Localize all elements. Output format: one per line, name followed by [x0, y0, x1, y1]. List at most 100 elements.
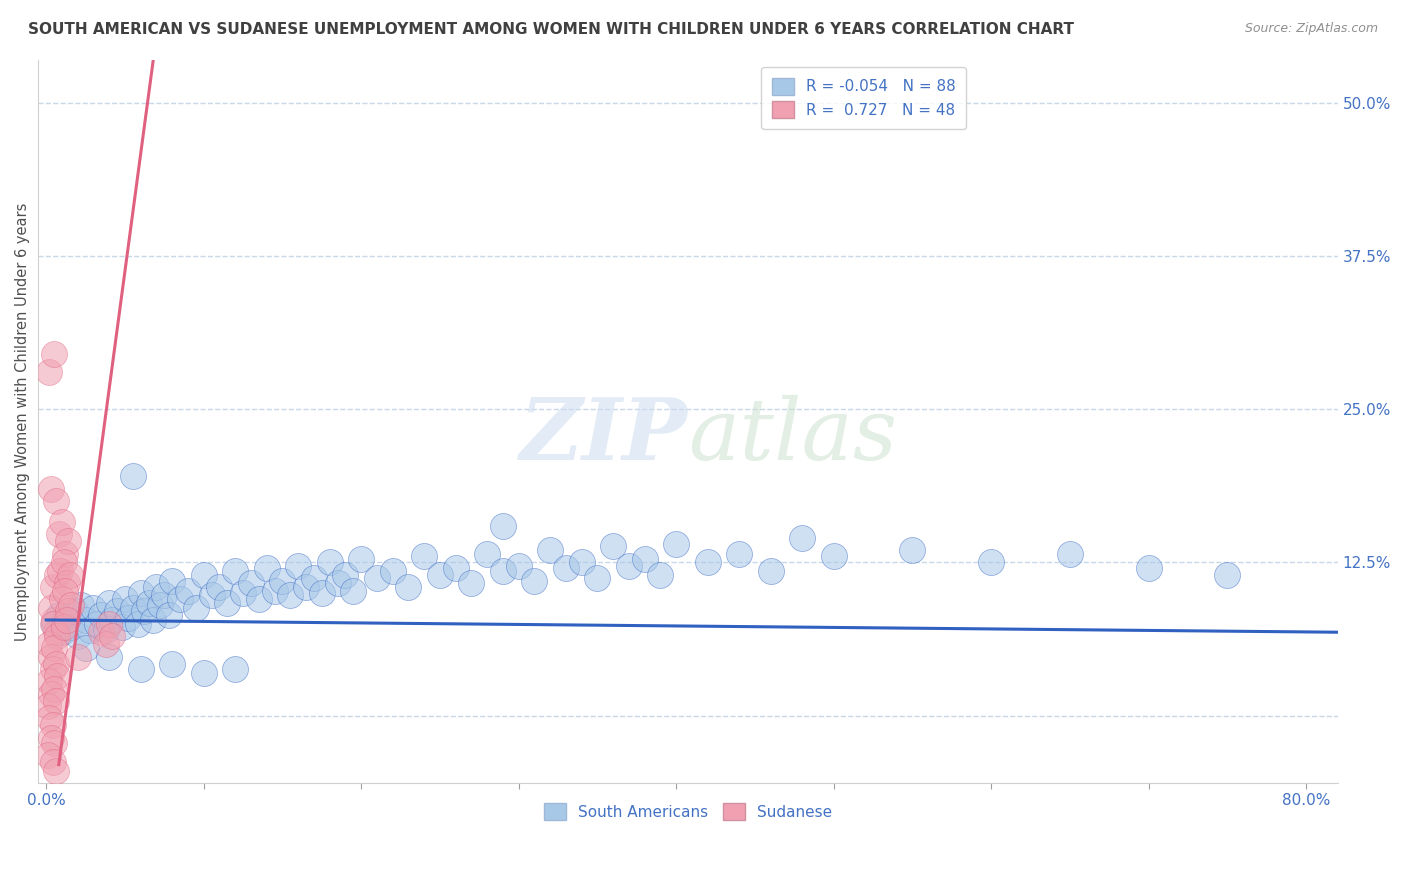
- Point: [169, 592, 191, 607]
- Point: [53, 583, 76, 598]
- Point: [121, 600, 143, 615]
- Point: [41, 580, 63, 594]
- Point: [823, 549, 845, 564]
- Point: [38, 711, 60, 725]
- Point: [477, 547, 499, 561]
- Point: [728, 547, 751, 561]
- Point: [82, 600, 104, 615]
- Point: [114, 592, 136, 607]
- Point: [58, 534, 80, 549]
- Point: [224, 564, 246, 578]
- Point: [121, 469, 143, 483]
- Point: [75, 613, 97, 627]
- Point: [38, 674, 60, 689]
- Point: [413, 549, 436, 564]
- Point: [38, 638, 60, 652]
- Point: [59, 620, 82, 634]
- Point: [634, 551, 657, 566]
- Point: [46, 629, 69, 643]
- Point: [342, 583, 364, 598]
- Point: [184, 600, 207, 615]
- Point: [555, 561, 578, 575]
- Point: [1137, 561, 1160, 575]
- Point: [149, 599, 172, 613]
- Point: [177, 583, 200, 598]
- Point: [46, 669, 69, 683]
- Point: [70, 599, 93, 613]
- Legend: South Americans, Sudanese: South Americans, Sudanese: [538, 797, 838, 826]
- Point: [101, 613, 124, 627]
- Point: [326, 576, 349, 591]
- Point: [52, 555, 75, 569]
- Point: [350, 551, 373, 566]
- Point: [302, 571, 325, 585]
- Point: [396, 580, 419, 594]
- Point: [53, 547, 76, 561]
- Point: [318, 555, 340, 569]
- Point: [39, 482, 62, 496]
- Point: [42, 735, 65, 749]
- Point: [1059, 547, 1081, 561]
- Point: [200, 589, 222, 603]
- Point: [45, 694, 67, 708]
- Point: [90, 625, 112, 640]
- Point: [66, 629, 89, 643]
- Point: [42, 681, 65, 696]
- Point: [311, 586, 333, 600]
- Point: [153, 589, 176, 603]
- Text: atlas: atlas: [688, 394, 897, 477]
- Point: [51, 592, 73, 607]
- Point: [45, 657, 67, 672]
- Point: [105, 604, 128, 618]
- Point: [41, 662, 63, 676]
- Point: [665, 537, 688, 551]
- Point: [508, 559, 530, 574]
- Point: [39, 731, 62, 745]
- Point: [90, 608, 112, 623]
- Point: [295, 580, 318, 594]
- Point: [287, 559, 309, 574]
- Point: [650, 567, 672, 582]
- Point: [193, 665, 215, 680]
- Point: [98, 649, 121, 664]
- Point: [41, 616, 63, 631]
- Point: [602, 540, 624, 554]
- Point: [617, 559, 640, 574]
- Point: [160, 657, 183, 672]
- Point: [63, 604, 86, 618]
- Point: [127, 616, 149, 631]
- Point: [492, 564, 515, 578]
- Point: [53, 610, 76, 624]
- Point: [335, 567, 357, 582]
- Point: [42, 613, 65, 627]
- Point: [232, 586, 254, 600]
- Point: [759, 564, 782, 578]
- Point: [111, 620, 134, 634]
- Point: [193, 567, 215, 582]
- Point: [117, 610, 139, 624]
- Point: [37, 747, 59, 762]
- Point: [51, 625, 73, 640]
- Point: [48, 527, 70, 541]
- Point: [429, 567, 451, 582]
- Point: [129, 662, 152, 676]
- Point: [901, 543, 924, 558]
- Point: [98, 616, 121, 631]
- Point: [271, 574, 294, 588]
- Point: [129, 586, 152, 600]
- Point: [48, 608, 70, 623]
- Point: [586, 571, 609, 585]
- Point: [208, 580, 231, 594]
- Point: [60, 599, 83, 613]
- Point: [571, 555, 593, 569]
- Point: [38, 365, 60, 379]
- Point: [1216, 567, 1239, 582]
- Point: [55, 613, 77, 627]
- Point: [51, 515, 73, 529]
- Point: [381, 564, 404, 578]
- Point: [42, 347, 65, 361]
- Point: [45, 625, 67, 640]
- Point: [79, 623, 101, 637]
- Point: [94, 638, 117, 652]
- Point: [101, 629, 124, 643]
